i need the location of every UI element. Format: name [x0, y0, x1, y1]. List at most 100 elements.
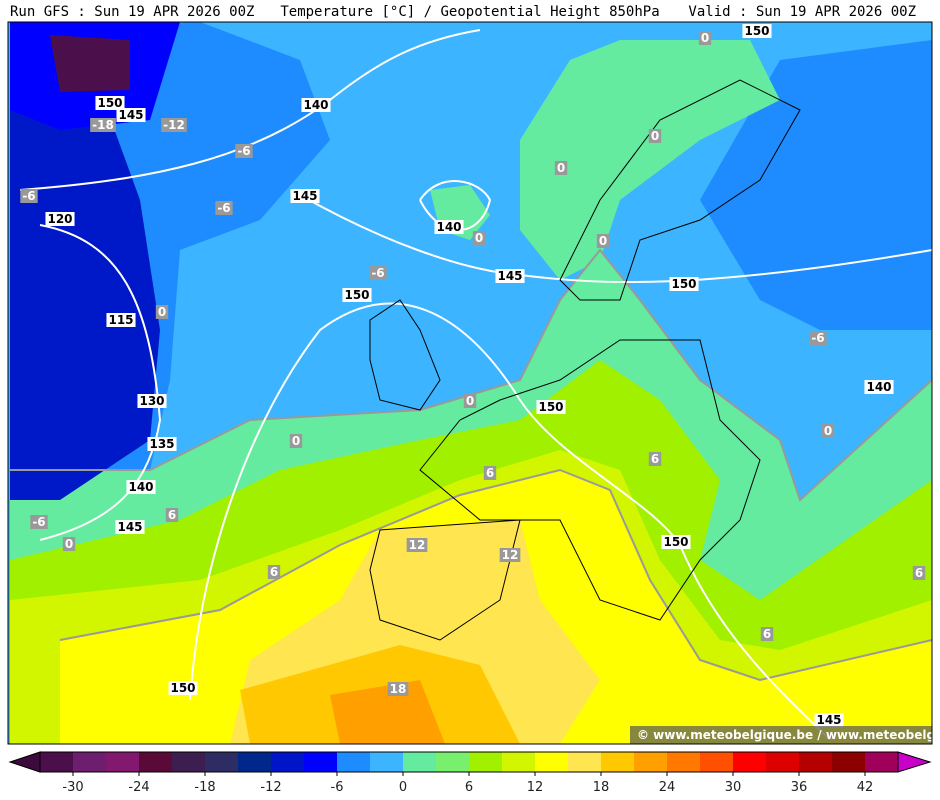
temperature-label-bg	[155, 305, 169, 319]
colorbar-tick-label: -18	[194, 780, 215, 795]
temperature-label: -6	[22, 189, 35, 203]
height-label: 145	[292, 189, 317, 203]
height-label-bg	[814, 713, 844, 727]
temperature-label-bg	[472, 231, 486, 245]
colorbar-tick-label: 36	[791, 780, 808, 795]
colorbar-swatch	[799, 752, 833, 772]
temperature-label: 6	[763, 627, 771, 641]
height-label: 150	[97, 96, 122, 110]
colorbar-swatch	[40, 752, 74, 772]
temperature-label-bg	[648, 129, 662, 143]
temperature-label: 6	[915, 566, 923, 580]
colorbar-swatch	[370, 752, 404, 772]
colorbar-tick-label: -30	[62, 780, 83, 795]
temperature-label-bg	[499, 548, 521, 562]
temperature-label-bg	[698, 31, 712, 45]
height-label: 130	[139, 394, 164, 408]
colorbar-tick-label: 30	[725, 780, 742, 795]
height-label-bg	[495, 269, 525, 283]
temperature-label-bg	[90, 118, 116, 132]
height-label: 150	[538, 400, 563, 414]
temperature-label-bg	[387, 682, 409, 696]
temperature-label-bg	[215, 201, 233, 215]
colorbar-tick-label: 24	[659, 780, 676, 795]
temperature-label-bg	[821, 424, 835, 438]
map-title: Temperature [°C] / Geopotential Height 8…	[280, 4, 659, 20]
colorbar-tick-label: -12	[260, 780, 281, 795]
colorbar-swatch	[238, 752, 272, 772]
field	[700, 40, 932, 330]
temperature-label-bg	[483, 466, 497, 480]
colorbar-swatch	[568, 752, 602, 772]
colorbar-swatch	[436, 752, 470, 772]
height-label-bg	[434, 220, 464, 234]
temperature-label-bg	[554, 161, 568, 175]
height-label: 120	[47, 212, 72, 226]
temperature-label-bg	[62, 537, 76, 551]
temperature-label-bg	[20, 189, 38, 203]
field	[50, 35, 130, 92]
height-label-bg	[864, 380, 894, 394]
temperature-label-bg	[596, 234, 610, 248]
temperature-label: 0	[599, 234, 607, 248]
temperature-label: 6	[168, 508, 176, 522]
temperature-label: 0	[824, 424, 832, 438]
height-label-bg	[147, 437, 177, 451]
height-label: 140	[303, 98, 328, 112]
height-label-bg	[116, 108, 146, 122]
temperature-label-bg	[30, 515, 48, 529]
temperature-label: -18	[92, 118, 114, 132]
colorbar: -30 -24 -18 -12 -6 0 6 12 18 24 30 36 42	[8, 751, 932, 795]
temperature-label: 0	[65, 537, 73, 551]
temperature-label: 0	[651, 129, 659, 143]
colorbar-tick-label: -6	[331, 780, 344, 795]
watermark-bg	[630, 726, 932, 744]
temperature-label: 0	[701, 31, 709, 45]
field	[10, 90, 160, 500]
colorbar-swatch	[634, 752, 668, 772]
height-label-bg	[742, 24, 772, 38]
colorbar-swatch	[139, 752, 173, 772]
valid-label: Valid : Sun 19 APR 2026 00Z	[688, 4, 916, 20]
field	[330, 680, 445, 744]
colorbar-swatch	[106, 752, 140, 772]
height-label-bg	[669, 277, 699, 291]
temperature-label: 0	[158, 305, 166, 319]
height-label-bg	[290, 189, 320, 203]
temperature-label: -12	[163, 118, 185, 132]
temperature-label: 18	[390, 682, 407, 696]
temperature-label-bg	[912, 566, 926, 580]
height-isoline	[189, 302, 831, 741]
colorbar-swatch	[535, 752, 569, 772]
temperature-label: -6	[32, 515, 45, 529]
colorbar-swatch	[865, 752, 899, 772]
height-label: 150	[170, 681, 195, 695]
colorbar-swatch	[172, 752, 206, 772]
temperature-label: -6	[811, 331, 824, 345]
run-label: Run GFS : Sun 19 APR 2026 00Z	[10, 4, 254, 20]
height-label-bg	[342, 288, 372, 302]
colorbar-swatch	[73, 752, 107, 772]
temperature-isoline	[10, 248, 933, 502]
height-label: 140	[436, 220, 461, 234]
temperature-label: 6	[270, 565, 278, 579]
temperature-label-bg	[809, 331, 827, 345]
colorbar-tick-label: -24	[128, 780, 149, 795]
map-frame	[7, 21, 933, 745]
colorbar-tick-label: 6	[465, 780, 473, 795]
height-label-bg	[168, 681, 198, 695]
height-label: 150	[744, 24, 769, 38]
temperature-label: 0	[466, 394, 474, 408]
height-label-bg	[45, 212, 75, 226]
height-label-bg	[137, 394, 167, 408]
temperature-label: 0	[475, 231, 483, 245]
height-label: 150	[663, 535, 688, 549]
height-label: 145	[117, 520, 142, 534]
height-label: 135	[149, 437, 174, 451]
colorbar-swatch	[205, 752, 239, 772]
temperature-label-bg	[165, 508, 179, 522]
height-label: 145	[816, 713, 841, 727]
height-label-bg	[126, 480, 156, 494]
